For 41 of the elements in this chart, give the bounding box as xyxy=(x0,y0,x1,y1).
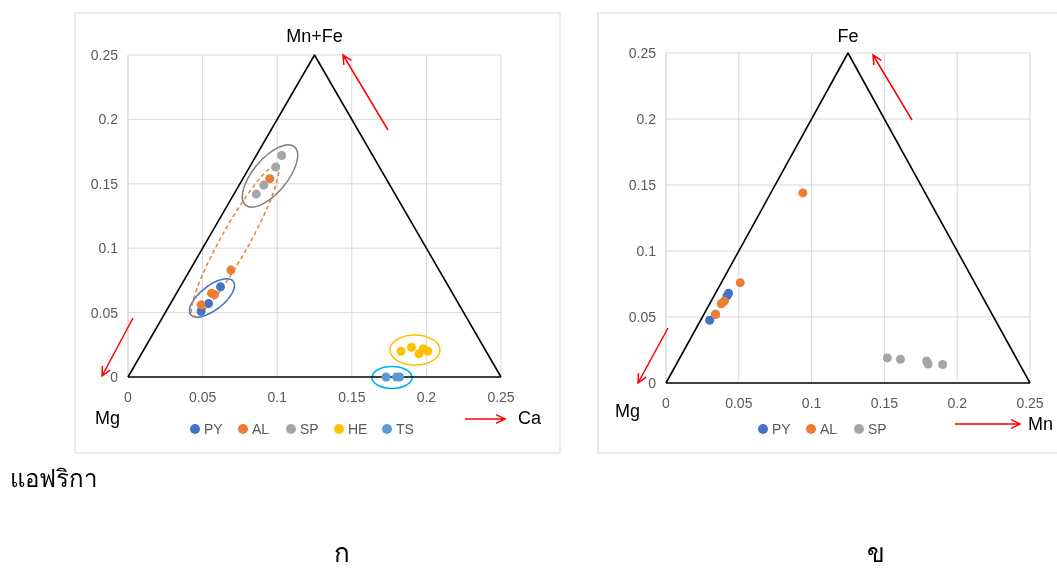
y-tick-label: 0.15 xyxy=(628,177,657,193)
text: แอฟริกา xyxy=(10,465,97,492)
text: Ca xyxy=(518,408,542,428)
x-tick-label: 0.25 xyxy=(1016,395,1044,411)
text: ข xyxy=(867,538,885,568)
y-tick-label: 0.25 xyxy=(628,45,657,61)
y-tick-label: 0.25 xyxy=(90,47,119,63)
y-tick-label: 0.15 xyxy=(90,175,119,192)
y-tick-label: 0.2 xyxy=(636,111,657,127)
x-tick-label: 0.2 xyxy=(416,389,437,405)
x-tick-label: 0.05 xyxy=(188,389,217,405)
legend-label: TS xyxy=(396,421,414,437)
x-tick-label: 0.2 xyxy=(947,395,968,411)
text: ก xyxy=(334,538,350,568)
x-tick-label: 0.15 xyxy=(870,395,899,411)
y-tick-label: 0.2 xyxy=(98,111,119,128)
x-tick-label: 0.25 xyxy=(487,389,515,405)
x-tick-label: 0.15 xyxy=(338,389,366,405)
y-tick-label: 0.05 xyxy=(628,309,657,325)
y-tick-label: 0.1 xyxy=(636,243,657,259)
legend-label: SP xyxy=(300,421,319,437)
legend-label: PY xyxy=(204,421,224,437)
text: Mn xyxy=(1028,414,1054,434)
legend-label: AL xyxy=(820,421,838,437)
legend-label: PY xyxy=(772,421,792,437)
y-tick-label: 0.05 xyxy=(90,304,119,321)
x-tick-label: 0.05 xyxy=(725,395,753,411)
text: Mg xyxy=(615,401,641,421)
x-tick-label: 0.1 xyxy=(267,389,288,405)
chart-title: Mn+Fe xyxy=(286,26,343,46)
y-tick-label: 0 xyxy=(648,375,657,391)
x-tick-label: 0 xyxy=(124,389,133,405)
legend-label: SP xyxy=(868,421,887,437)
y-tick-label: 0.1 xyxy=(98,240,119,257)
legend-label: HE xyxy=(348,421,368,437)
legend-label: AL xyxy=(252,421,270,437)
x-tick-label: 0.1 xyxy=(801,395,822,411)
text: Mg xyxy=(95,408,121,428)
x-tick-label: 0 xyxy=(662,395,671,411)
chart-title: Fe xyxy=(837,26,859,46)
y-tick-label: 0 xyxy=(110,369,119,385)
